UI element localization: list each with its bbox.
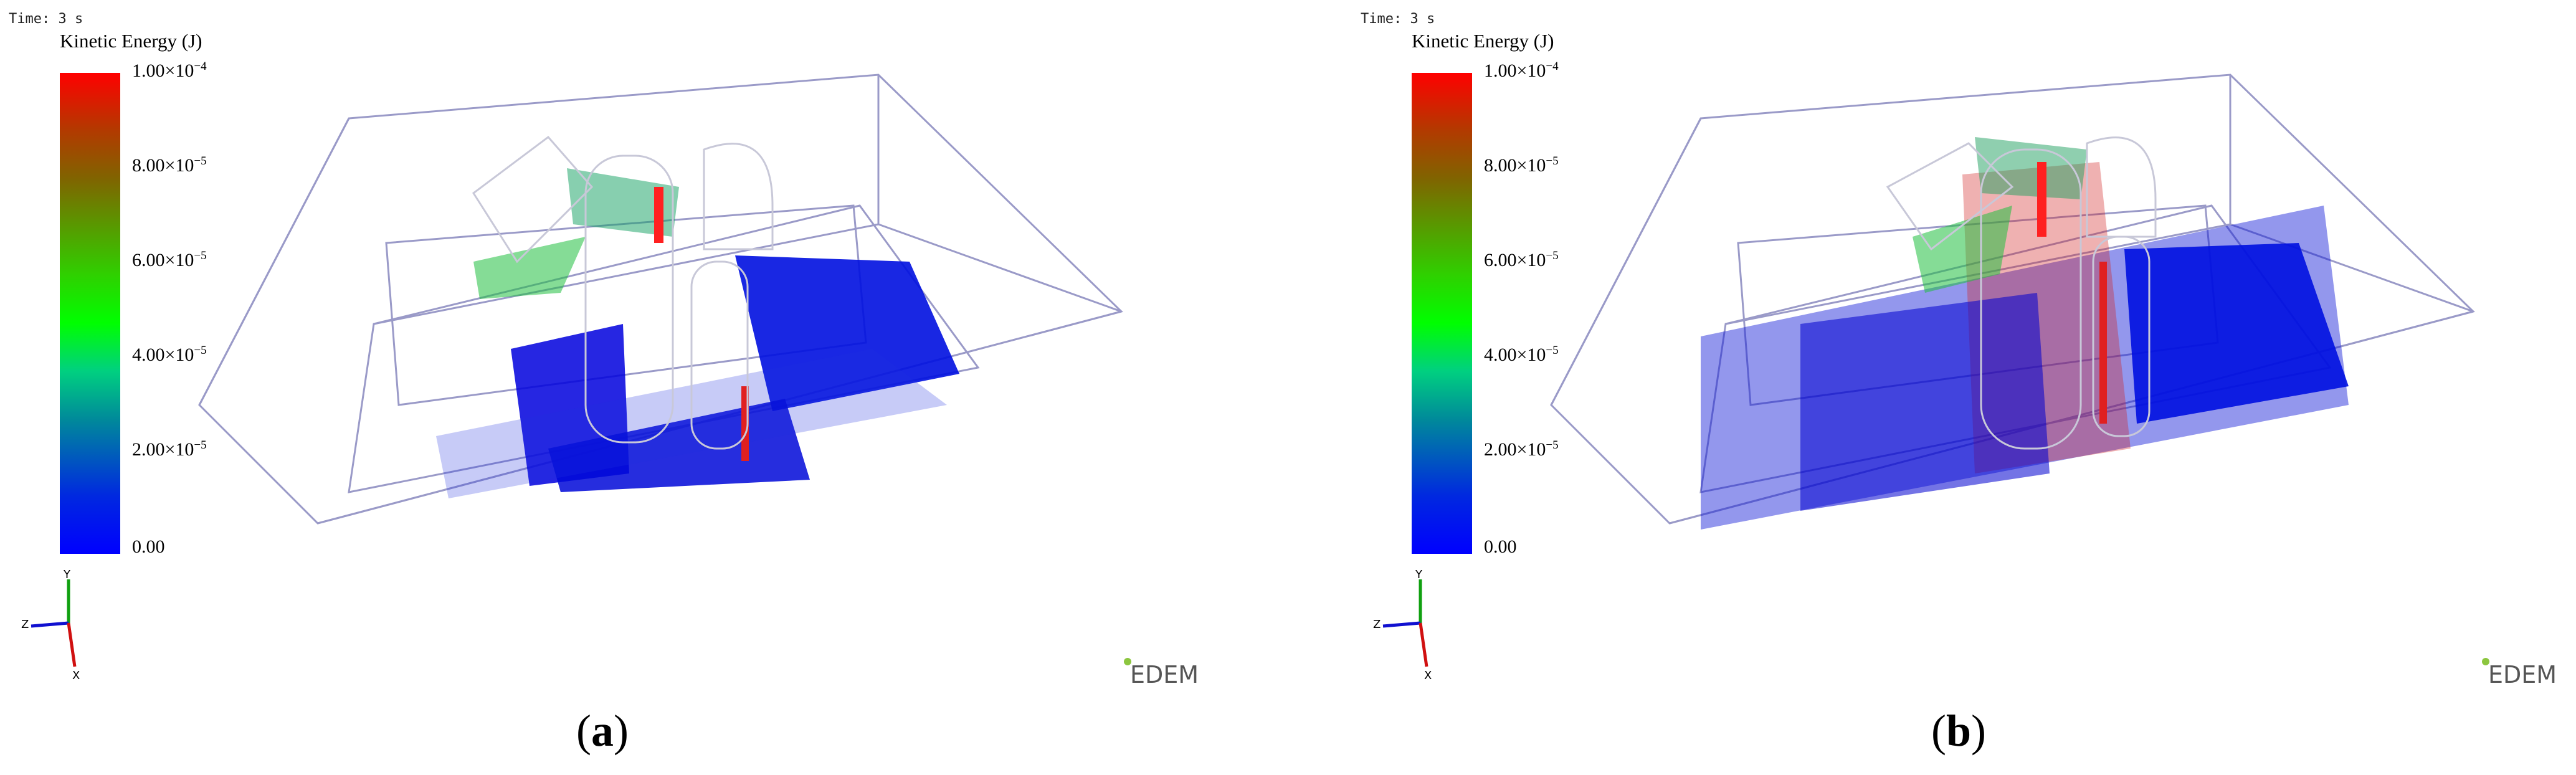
axis-z-label: Z [1373, 618, 1381, 631]
simulation-panel-a: Time: 3 s Kinetic Energy (J) 1.00×10−4 8… [0, 0, 1277, 775]
machine-wireframe [1886, 136, 2157, 450]
colorbar-tick-max: 1.00×10−4 [1484, 60, 1559, 81]
axis-triad: Y Z X [21, 568, 80, 682]
svg-text:EDEM: EDEM [2488, 661, 2557, 688]
particle-cloud [1701, 137, 2349, 530]
time-label: Time: 3 s [9, 11, 83, 27]
simulation-panel-b: Time: 3 s Kinetic Energy (J) 1.00×10−4 8… [1352, 0, 2576, 775]
kinetic-energy-colorbar [60, 73, 120, 554]
kinetic-energy-colorbar [1412, 73, 1472, 554]
edem-logo: EDEM [1124, 658, 1199, 688]
colorbar-tick: 8.00×10−5 [1484, 155, 1559, 176]
machine-wireframe [472, 135, 774, 450]
legend-title: Kinetic Energy (J) [1412, 30, 1554, 52]
axis-z-label: Z [21, 618, 29, 631]
colorbar-tick: 6.00×10−5 [132, 249, 207, 270]
colorbar-tick-min: 0.00 [1484, 536, 1517, 557]
simulation-scene [198, 74, 1123, 525]
panel-label-b: (b) [1931, 706, 1987, 756]
colorbar-tick: 8.00×10−5 [132, 155, 207, 176]
edem-logo: EDEM [2482, 658, 2557, 688]
colorbar-tick: 6.00×10−5 [1484, 249, 1559, 270]
axis-x-label: X [72, 669, 80, 682]
axis-x-label: X [1424, 669, 1432, 682]
time-label: Time: 3 s [1361, 11, 1435, 27]
colorbar-tick: 4.00×10−5 [1484, 344, 1559, 365]
axis-triad: Y Z X [1373, 568, 1432, 682]
colorbar-tick: 2.00×10−5 [132, 439, 207, 460]
legend-title: Kinetic Energy (J) [60, 30, 202, 52]
colorbar-tick: 4.00×10−5 [132, 344, 207, 365]
simulation-scene [1550, 74, 2475, 530]
colorbar-tick: 2.00×10−5 [1484, 439, 1559, 460]
panel-label-a: (a) [576, 706, 629, 756]
colorbar-tick-min: 0.00 [132, 536, 165, 557]
axis-y-label: Y [63, 568, 71, 581]
colorbar-tick-max: 1.00×10−4 [132, 60, 207, 81]
svg-text:EDEM: EDEM [1130, 661, 1199, 688]
axis-y-label: Y [1415, 568, 1423, 581]
